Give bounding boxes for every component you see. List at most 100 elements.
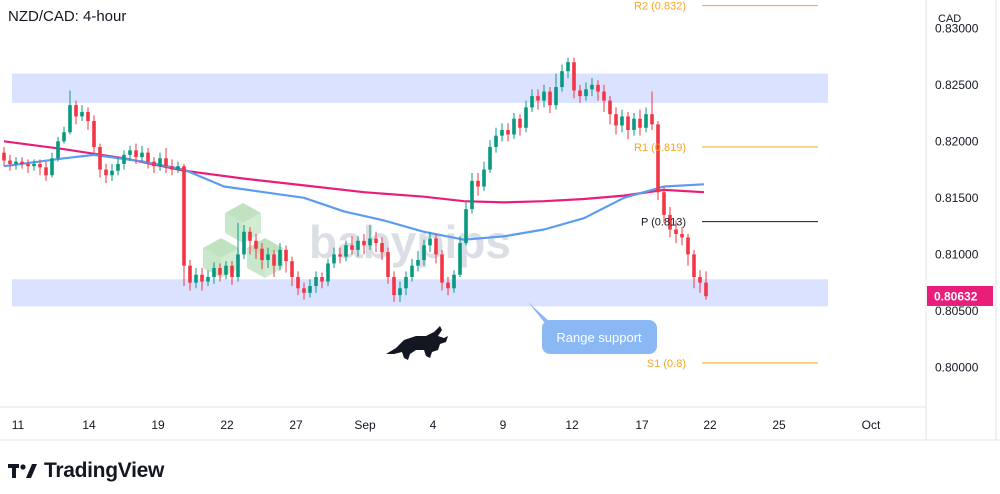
candle-84	[506, 123, 510, 142]
price-tick-1: 0.82500	[935, 78, 979, 92]
candle-22	[134, 143, 138, 164]
candle-59	[356, 236, 360, 257]
candle-body	[122, 154, 126, 164]
candle-body	[428, 238, 432, 246]
candle-111	[668, 206, 672, 238]
candle-body	[638, 118, 642, 128]
candle-37	[224, 261, 228, 280]
candle-body	[344, 245, 348, 257]
candle-body	[26, 163, 30, 167]
tradingview-logo-icon	[8, 464, 37, 478]
candle-body	[410, 265, 414, 277]
candle-body	[416, 260, 420, 266]
candle-body	[374, 238, 378, 244]
candle-body	[212, 267, 216, 277]
candle-44	[266, 247, 270, 268]
candle-54	[326, 258, 330, 287]
candle-36	[218, 263, 222, 282]
time-tick-10: 22	[703, 418, 717, 432]
candle-33	[200, 267, 204, 291]
range-support-callout: Range support	[528, 302, 657, 354]
time-tick-9: 17	[635, 418, 649, 432]
candle-35	[212, 262, 216, 284]
candle-46	[278, 243, 282, 271]
candle-body	[488, 146, 492, 170]
time-tick-1: 14	[82, 418, 96, 432]
candle-30	[182, 163, 186, 287]
candle-86	[518, 114, 522, 136]
candle-17	[104, 163, 108, 184]
candle-16	[98, 143, 102, 178]
candle-body	[524, 107, 528, 128]
candle-body	[146, 152, 150, 162]
time-axis[interactable]: 11 14 19 22 27 Sep 4 9 12 17 22 25 Oct	[12, 418, 881, 432]
candle-body	[92, 120, 96, 147]
price-tick-5: 0.80500	[935, 304, 979, 318]
candle-body	[242, 231, 246, 255]
candle-body	[398, 288, 402, 296]
candle-47	[284, 245, 288, 273]
price-axis[interactable]: 0.83000 0.82500 0.82000 0.81500 0.81000 0.805…	[935, 21, 979, 374]
candle-110	[662, 186, 666, 223]
candle-52	[314, 271, 318, 293]
candle-112	[674, 220, 678, 244]
last-price-box	[927, 285, 993, 306]
candle-body	[650, 114, 654, 125]
candle-body	[602, 91, 606, 101]
candle-57	[344, 240, 348, 262]
candle-1	[8, 154, 12, 171]
candle-body	[176, 166, 180, 170]
candle-body	[668, 214, 672, 230]
candle-body	[626, 116, 630, 131]
candle-body	[332, 254, 336, 264]
pivot-label-0: R2 (0.832)	[634, 1, 686, 13]
candle-body	[404, 276, 408, 289]
callout-text: Range support	[556, 330, 642, 345]
bull-icon	[386, 326, 448, 360]
candle-9	[56, 136, 60, 162]
candle-body	[86, 111, 90, 121]
price-axis-unit: CAD	[938, 13, 961, 25]
watermark-layer: babypips	[309, 216, 511, 268]
candle-body	[560, 71, 564, 88]
candle-58	[350, 236, 354, 255]
candle-42	[254, 234, 258, 259]
candle-117	[704, 271, 708, 300]
candle-75	[452, 270, 456, 293]
candle-73	[440, 249, 444, 291]
candle-body	[548, 91, 552, 106]
candle-body	[350, 245, 354, 250]
candle-93	[560, 64, 564, 92]
candle-body	[452, 274, 456, 289]
candle-92	[554, 73, 558, 110]
candle-body	[32, 163, 36, 167]
candle-body	[440, 254, 444, 283]
candle-body	[698, 276, 702, 283]
candle-body	[164, 158, 168, 167]
candle-78	[470, 172, 474, 214]
time-tick-0: 11	[12, 418, 25, 432]
candle-32	[194, 267, 198, 289]
candle-body	[656, 124, 660, 193]
candle-10	[62, 126, 66, 144]
candle-body	[188, 265, 192, 283]
candle-body	[80, 111, 84, 117]
candle-body	[422, 245, 426, 261]
candle-body	[170, 166, 174, 170]
candle-body	[470, 180, 474, 210]
candle-49	[296, 271, 300, 296]
candle-13	[80, 105, 84, 121]
time-tick-3: 22	[220, 418, 234, 432]
resistance-zone	[12, 73, 828, 103]
candle-body	[596, 84, 600, 92]
candle-body	[512, 118, 516, 135]
candle-body	[302, 288, 306, 293]
candle-99	[596, 80, 600, 101]
babypips-watermark: babypips	[309, 216, 511, 268]
candle-body	[506, 130, 510, 135]
candle-body	[236, 254, 240, 277]
candle-107	[644, 107, 648, 133]
pivot-levels-layer: R2 (0.832) R1 (0.819) P (0.813) S1 (0.8)	[634, 1, 818, 370]
